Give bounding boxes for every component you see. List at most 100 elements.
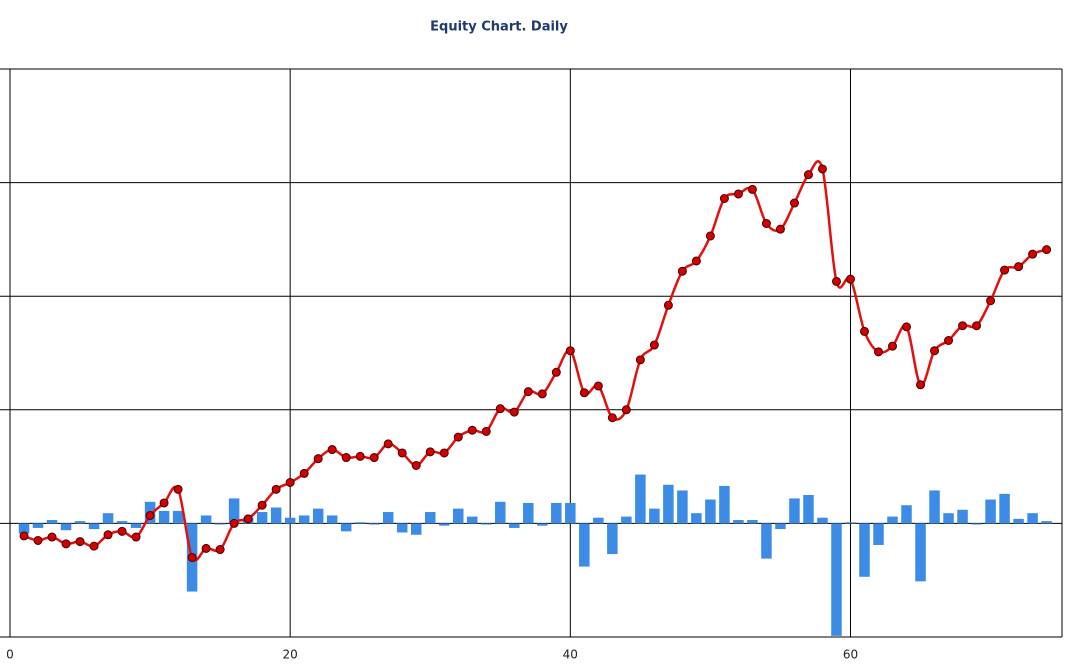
marker <box>159 498 169 508</box>
marker <box>733 189 743 199</box>
marker <box>285 478 295 488</box>
bar <box>537 523 548 526</box>
marker <box>75 537 85 547</box>
bar <box>18 523 30 534</box>
marker <box>201 543 211 553</box>
bar <box>901 505 912 524</box>
bar <box>326 515 338 524</box>
marker <box>817 164 827 174</box>
bar <box>859 523 870 577</box>
marker <box>859 326 869 336</box>
marker <box>481 426 491 436</box>
marker <box>719 194 729 204</box>
bar <box>565 502 576 524</box>
bar <box>495 501 506 524</box>
marker <box>271 484 281 494</box>
marker <box>888 341 898 351</box>
bar <box>410 523 422 535</box>
marker <box>467 425 477 435</box>
bar <box>803 495 814 524</box>
marker <box>397 448 407 458</box>
marker <box>299 468 309 478</box>
marker <box>47 532 57 542</box>
marker <box>677 266 687 276</box>
line <box>23 160 1047 562</box>
marker <box>61 539 71 549</box>
bar <box>1041 521 1052 524</box>
marker <box>747 184 757 194</box>
bar <box>747 519 758 524</box>
marker <box>845 274 855 284</box>
marker <box>173 484 183 494</box>
bar <box>943 513 954 524</box>
bar <box>999 493 1010 524</box>
marker <box>831 276 841 286</box>
marker <box>369 453 379 463</box>
marker <box>691 256 701 266</box>
x-tick-label: 60 <box>843 648 858 662</box>
marker <box>453 432 463 442</box>
marker <box>355 451 365 461</box>
x-tick-label: 20 <box>283 648 298 662</box>
bar <box>1013 518 1024 524</box>
bar <box>523 502 534 524</box>
marker <box>1014 262 1024 272</box>
bar <box>691 513 702 524</box>
bar <box>887 516 898 524</box>
marker <box>537 389 547 399</box>
bar <box>368 523 380 525</box>
bar <box>200 515 212 524</box>
marker <box>649 340 659 350</box>
marker <box>383 439 393 449</box>
bar <box>929 490 940 524</box>
bar <box>116 521 128 524</box>
marker <box>1028 249 1038 259</box>
marker <box>972 321 982 331</box>
marker <box>565 346 575 356</box>
bar <box>284 517 296 524</box>
marker <box>1000 265 1010 275</box>
bar <box>382 512 394 524</box>
bar <box>509 523 520 528</box>
bar <box>102 513 114 524</box>
bar <box>915 523 926 582</box>
marker <box>229 518 239 528</box>
marker <box>1042 245 1052 255</box>
marker <box>761 218 771 228</box>
marker <box>873 347 883 357</box>
bar <box>270 507 282 524</box>
bar <box>60 523 72 531</box>
marker <box>495 404 505 414</box>
bar <box>32 523 44 528</box>
marker <box>33 535 43 545</box>
bar <box>1027 513 1038 524</box>
bar <box>831 523 842 636</box>
bar <box>985 499 996 524</box>
marker <box>117 526 127 536</box>
bar <box>46 519 58 524</box>
marker <box>425 447 435 457</box>
marker <box>257 500 267 510</box>
marker <box>103 530 113 540</box>
bar <box>74 521 86 524</box>
bar <box>789 498 800 524</box>
marker <box>803 170 813 180</box>
marker <box>663 300 673 310</box>
marker <box>635 355 645 365</box>
marker <box>775 224 785 234</box>
bar <box>607 523 618 555</box>
marker <box>902 322 912 332</box>
bar <box>424 512 436 524</box>
marker <box>930 346 940 356</box>
bar <box>481 523 492 525</box>
marker <box>705 231 715 241</box>
bar <box>971 523 982 525</box>
marker <box>958 321 968 331</box>
marker <box>551 367 561 377</box>
bar <box>214 523 226 525</box>
marker <box>593 381 603 391</box>
marker <box>187 552 197 562</box>
bar <box>228 498 240 524</box>
